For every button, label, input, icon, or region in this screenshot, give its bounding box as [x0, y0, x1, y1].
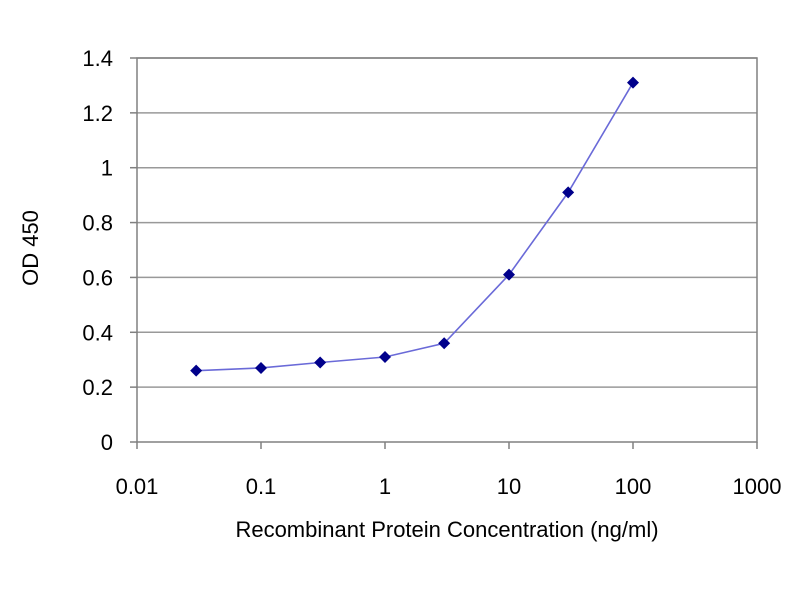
series-layer	[190, 76, 639, 377]
y-tick-label: 1.2	[82, 101, 113, 126]
data-point	[438, 337, 451, 350]
y-tick-label: 0.8	[82, 211, 113, 236]
x-tick-label: 10	[497, 474, 521, 499]
x-tick-label: 100	[615, 474, 652, 499]
data-point	[314, 356, 327, 369]
plot-area	[137, 58, 757, 442]
plot-border	[136, 57, 758, 443]
y-tick-label: 0	[101, 430, 113, 455]
y-tick-label: 0.2	[82, 375, 113, 400]
data-point	[627, 76, 639, 89]
data-point	[379, 350, 391, 363]
data-point	[503, 268, 515, 281]
x-axis-ticks: 0.01 0.1 1 10 100 1000	[116, 442, 782, 499]
x-tick-label: 0.01	[116, 474, 159, 499]
y-tick-label: 0.6	[82, 265, 113, 290]
y-axis-ticks: 0 0.2 0.4 0.6 0.8 1 1.2 1.4	[82, 46, 137, 455]
y-tick-label: 1	[101, 156, 113, 181]
x-tick-label: 1000	[733, 474, 782, 499]
y-tick-label: 1.4	[82, 46, 113, 71]
y-tick-label: 0.4	[82, 320, 113, 345]
plot-frame	[136, 57, 758, 443]
data-point	[562, 186, 575, 199]
x-axis-label: Recombinant Protein Concentration (ng/ml…	[235, 517, 658, 542]
y-axis-label: OD 450	[18, 210, 43, 286]
data-point	[255, 361, 267, 374]
x-tick-label: 1	[379, 474, 391, 499]
x-tick-label: 0.1	[246, 474, 277, 499]
data-point	[190, 364, 203, 377]
grid-lines	[137, 57, 757, 442]
series-line	[196, 82, 634, 372]
